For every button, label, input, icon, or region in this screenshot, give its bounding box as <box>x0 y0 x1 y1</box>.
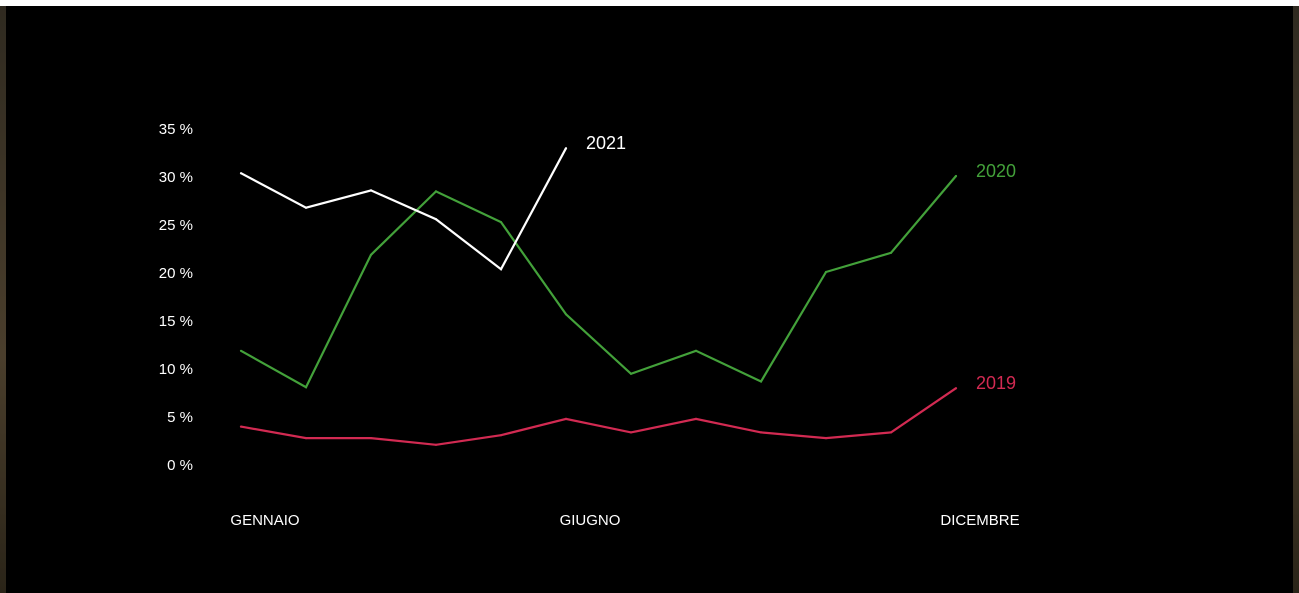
series-labels: 2019 2020 2021 <box>586 133 1016 393</box>
data-point-2021 <box>239 172 243 175</box>
data-point-2019 <box>889 431 893 434</box>
data-point-2019 <box>434 443 438 446</box>
data-point-2020 <box>369 253 373 256</box>
series-lines <box>239 147 958 446</box>
series-line-2019 <box>240 387 957 446</box>
x-tick-label: DICEMBRE <box>940 512 1019 529</box>
y-tick-label: 5 % <box>167 409 193 426</box>
chart-panel <box>6 6 1293 593</box>
series-label-2021: 2021 <box>586 133 626 153</box>
data-point-2019 <box>304 437 308 440</box>
data-point-2020 <box>564 313 568 316</box>
y-axis-tick-labels: 0 % 5 % 10 % 15 % 20 % 25 % 30 % 35 % <box>159 121 193 474</box>
x-axis-tick-labels: GENNAIO GIUGNO DICEMBRE <box>230 512 1019 529</box>
data-point-2020 <box>239 349 243 352</box>
data-point-2020 <box>824 270 828 274</box>
y-tick-label: 35 % <box>159 121 193 138</box>
y-tick-label: 0 % <box>167 457 193 474</box>
y-tick-label: 30 % <box>159 169 193 186</box>
data-point-2020 <box>954 174 958 178</box>
x-tick-label: GENNAIO <box>230 512 299 529</box>
data-point-2019 <box>694 417 698 420</box>
data-point-2019 <box>759 431 763 434</box>
data-point-2020 <box>434 190 438 193</box>
series-line-2020 <box>240 175 957 389</box>
data-point-2021 <box>564 147 568 150</box>
y-tick-label: 15 % <box>159 313 193 330</box>
data-point-2019 <box>629 431 633 434</box>
data-point-2019 <box>564 417 568 420</box>
data-point-2019 <box>499 434 503 437</box>
data-point-2020 <box>304 386 308 389</box>
y-tick-label: 25 % <box>159 217 193 234</box>
data-point-2020 <box>694 349 698 352</box>
series-label-2019: 2019 <box>976 373 1016 393</box>
data-point-2019 <box>824 437 828 440</box>
data-point-2021 <box>434 218 438 221</box>
series-label-2020: 2020 <box>976 161 1016 181</box>
data-point-2020 <box>629 372 633 375</box>
data-point-2021 <box>369 189 373 192</box>
series-line-2021 <box>240 147 567 271</box>
data-point-2019 <box>239 425 243 428</box>
y-tick-label: 20 % <box>159 265 193 282</box>
y-tick-label: 10 % <box>159 361 193 378</box>
data-point-2020 <box>759 380 763 383</box>
data-point-2021 <box>499 268 503 271</box>
x-tick-label: GIUGNO <box>560 512 621 529</box>
data-point-2020 <box>499 221 503 224</box>
data-point-2019 <box>369 437 373 440</box>
data-point-2019 <box>954 387 958 390</box>
data-point-2021 <box>304 206 308 209</box>
data-point-2020 <box>889 251 893 254</box>
